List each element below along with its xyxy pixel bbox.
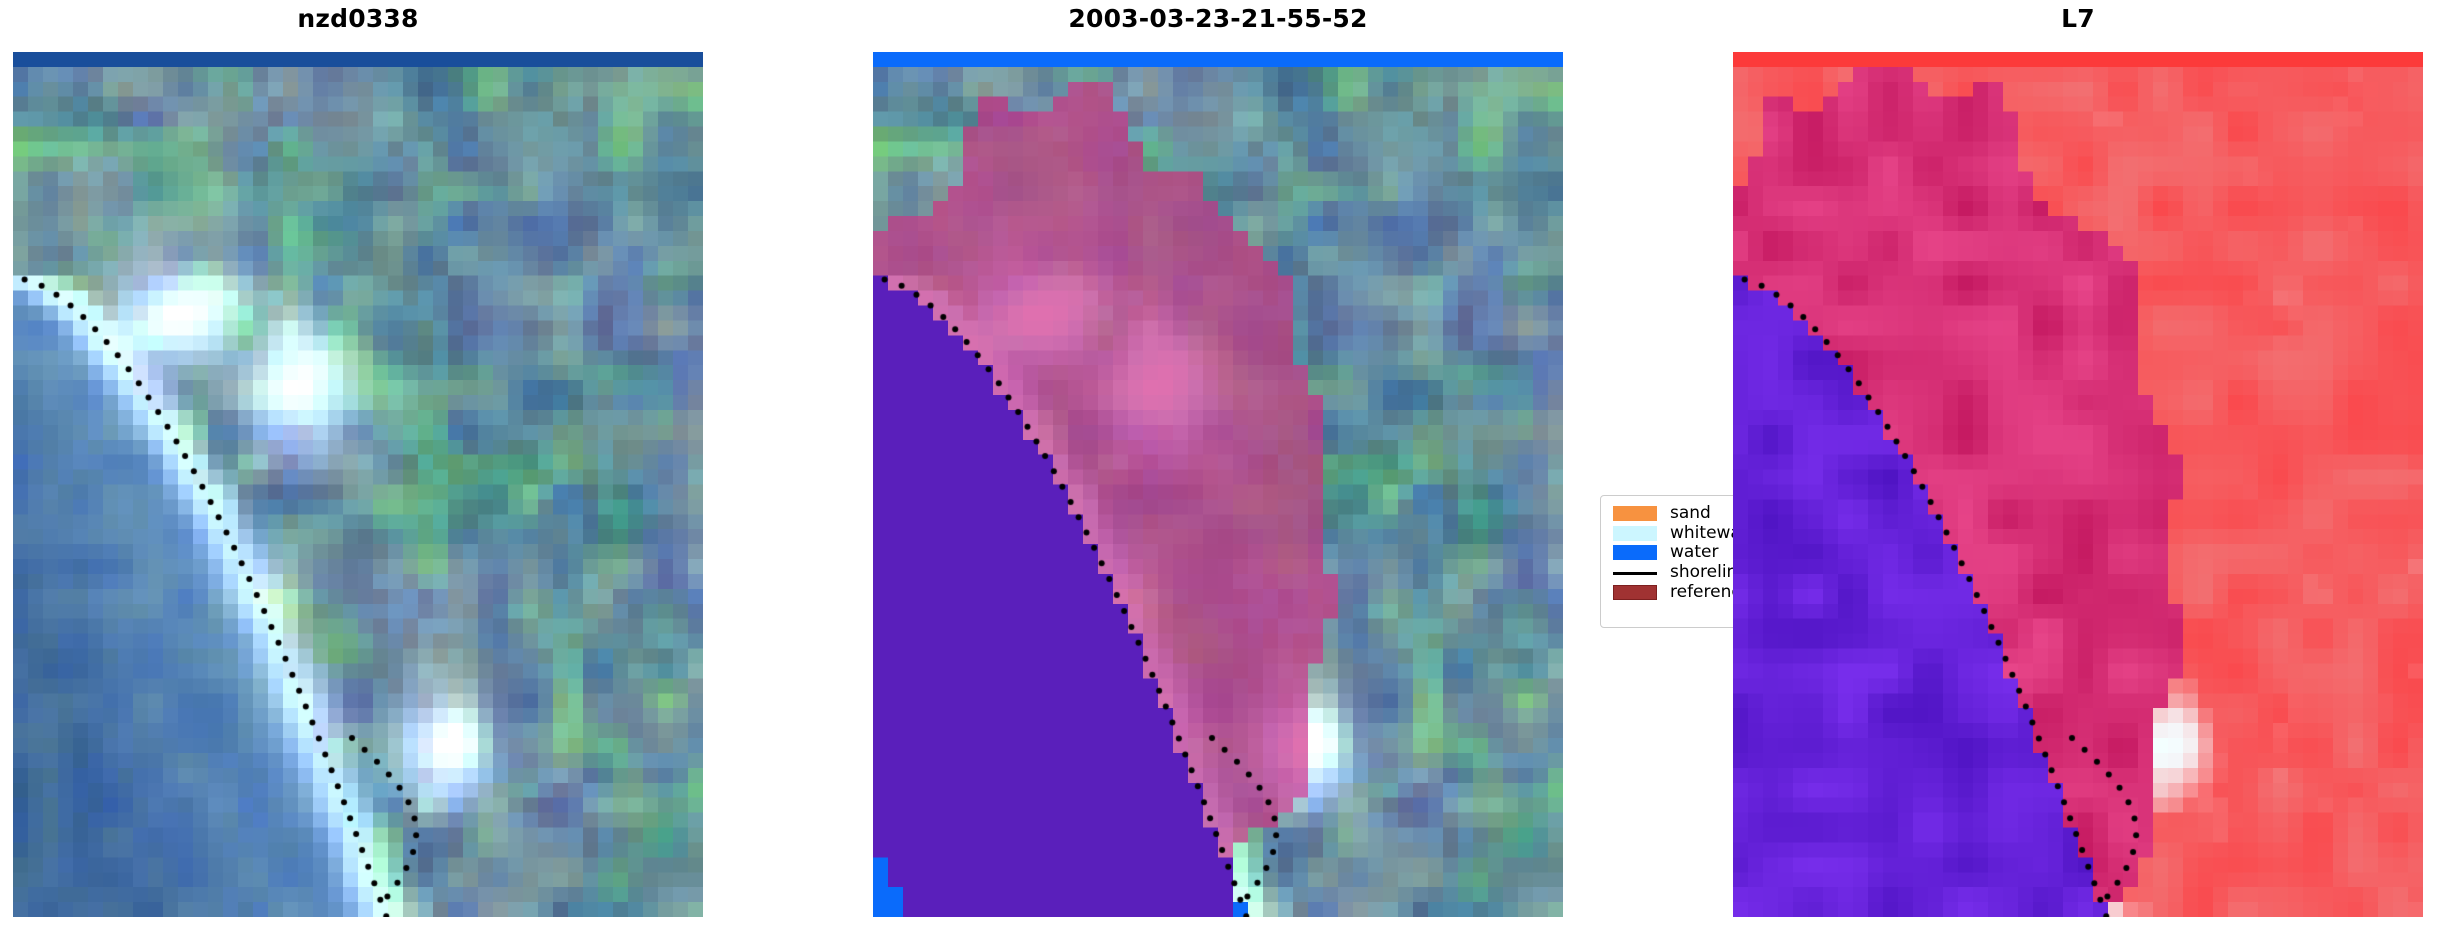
legend-swatch-reference [1613, 584, 1657, 600]
legend-label-water: water [1670, 542, 1719, 563]
legend-label-shoreline: shoreline [1670, 562, 1748, 583]
panel-site-rgb[interactable] [13, 52, 703, 917]
legend-row: water [1613, 543, 1794, 563]
legend-row: shoreline [1613, 563, 1794, 583]
legend-swatch-shoreline [1613, 571, 1657, 575]
panel-title-0: nzd0338 [297, 4, 419, 33]
raster-index-falsecolor [1733, 52, 2423, 917]
panel-index-falsecolor[interactable] [1733, 52, 2423, 917]
legend-row: reference [1613, 582, 1794, 602]
legend-swatch-water [1613, 545, 1657, 561]
legend-swatch-whitewater [1613, 525, 1657, 541]
panel-title-1: 2003-03-23-21-55-52 [1068, 4, 1368, 33]
panel-title-2: L7 [2061, 4, 2095, 33]
legend-label-sand: sand [1670, 503, 1711, 524]
legend-row: sand [1613, 504, 1794, 524]
legend-label-reference: reference [1670, 581, 1752, 602]
legend-swatch-sand [1613, 506, 1657, 522]
raster-classified-overlay [873, 52, 1563, 917]
raster-site-rgb [13, 52, 703, 917]
panel-classified-overlay[interactable] [873, 52, 1563, 917]
